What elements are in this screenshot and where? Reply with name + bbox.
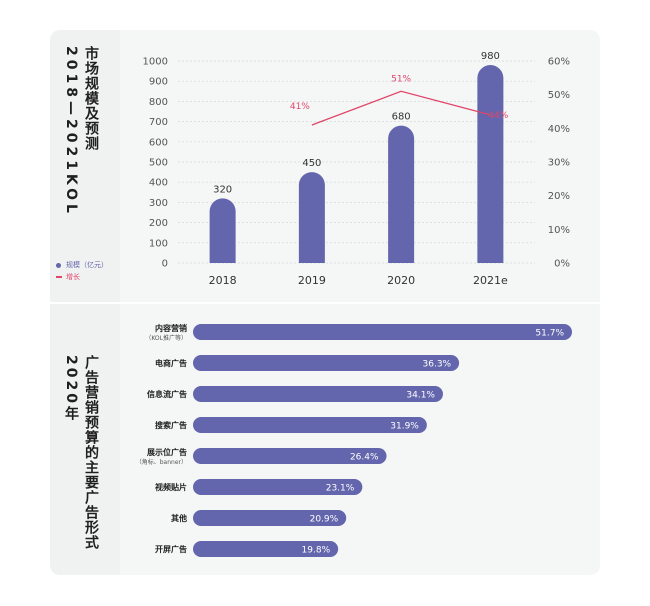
hbar — [193, 541, 339, 557]
hbar — [193, 448, 387, 464]
y-tick-label: 600 — [149, 137, 168, 148]
hbar-value-label: 31.9% — [390, 422, 419, 432]
bar — [388, 125, 415, 263]
hbar — [193, 324, 572, 340]
y-tick-label: 200 — [149, 218, 168, 229]
section2-title: 广告营销预算的主要广告形式 — [83, 355, 99, 550]
hbar-category-label: 内容营销 — [155, 323, 187, 333]
legend-item-scale: 规模（亿元） — [56, 259, 108, 271]
hbar-category-label: 视频贴片 — [155, 482, 187, 492]
hbar-value-label: 34.1% — [406, 391, 435, 401]
hbar-value-label: 23.1% — [326, 484, 355, 494]
y-tick-label: 100 — [149, 238, 168, 249]
y-tick-label: 0 — [162, 259, 168, 270]
y-tick-label: 400 — [149, 178, 168, 189]
section2-title-year: 2020年 — [63, 355, 79, 423]
y-tick-label: 300 — [149, 198, 168, 209]
hbar-category-label: 展示位广告 — [146, 447, 187, 457]
y2-tick-label: 20% — [548, 191, 570, 202]
legend: 规模（亿元） 增长 — [56, 259, 108, 283]
y2-tick-label: 10% — [548, 225, 570, 236]
hbar-category-sublabel: （KOL推广等） — [145, 334, 187, 342]
bar-value-label: 450 — [302, 158, 321, 169]
hbar-category-label: 其他 — [171, 513, 187, 523]
hbar-category-sublabel: （角标、banner） — [136, 458, 187, 466]
hbar-category-label: 搜索广告 — [155, 420, 187, 430]
hbar-value-label: 19.8% — [302, 546, 331, 556]
section1-title-years: 2018—2021KOL — [63, 46, 79, 217]
hbar — [193, 479, 363, 495]
y2-tick-label: 50% — [548, 90, 570, 101]
hbar-category-label: 电商广告 — [155, 358, 187, 368]
y2-tick-label: 40% — [548, 124, 570, 135]
hbar-value-label: 36.3% — [423, 360, 452, 370]
section-divider — [50, 302, 600, 304]
x-tick-label: 2020 — [387, 274, 415, 287]
y2-tick-label: 30% — [548, 158, 570, 169]
growth-label: 41% — [290, 102, 310, 112]
growth-label: 51% — [391, 74, 411, 84]
section1-title: 市场规模及预测 — [83, 46, 99, 151]
y2-tick-label: 60% — [548, 57, 570, 68]
legend-label-growth: 增长 — [66, 273, 80, 281]
bar — [298, 172, 325, 263]
bar-value-label: 680 — [392, 112, 411, 123]
y-tick-label: 900 — [149, 77, 168, 88]
legend-dot-icon — [56, 262, 61, 268]
hbar-value-label: 26.4% — [350, 453, 379, 463]
bar — [209, 198, 236, 263]
x-tick-label: 2018 — [209, 274, 237, 287]
x-tick-label: 2021e — [473, 274, 508, 287]
hbar-category-label: 开屏广告 — [155, 544, 187, 554]
growth-line — [311, 90, 491, 126]
growth-label: 44% — [488, 111, 508, 121]
y-tick-label: 1000 — [143, 57, 168, 68]
bar-value-label: 320 — [213, 184, 232, 195]
x-tick-label: 2019 — [298, 274, 326, 287]
hbar — [193, 386, 443, 402]
hbar — [193, 355, 460, 371]
y-tick-label: 700 — [149, 117, 168, 128]
legend-label-scale: 规模（亿元） — [66, 261, 108, 269]
y-tick-label: 500 — [149, 158, 168, 169]
bar — [477, 65, 504, 263]
y2-tick-label: 0% — [554, 259, 570, 270]
hbar-category-label: 信息流广告 — [147, 389, 187, 399]
legend-line-icon — [56, 276, 62, 278]
hbar — [193, 510, 347, 526]
hbar-value-label: 51.7% — [535, 329, 564, 339]
hbar-value-label: 20.9% — [310, 515, 339, 525]
hbar — [193, 417, 427, 433]
bar-value-label: 980 — [481, 51, 500, 62]
y-tick-label: 800 — [149, 97, 168, 108]
legend-item-growth: 增长 — [56, 271, 108, 283]
